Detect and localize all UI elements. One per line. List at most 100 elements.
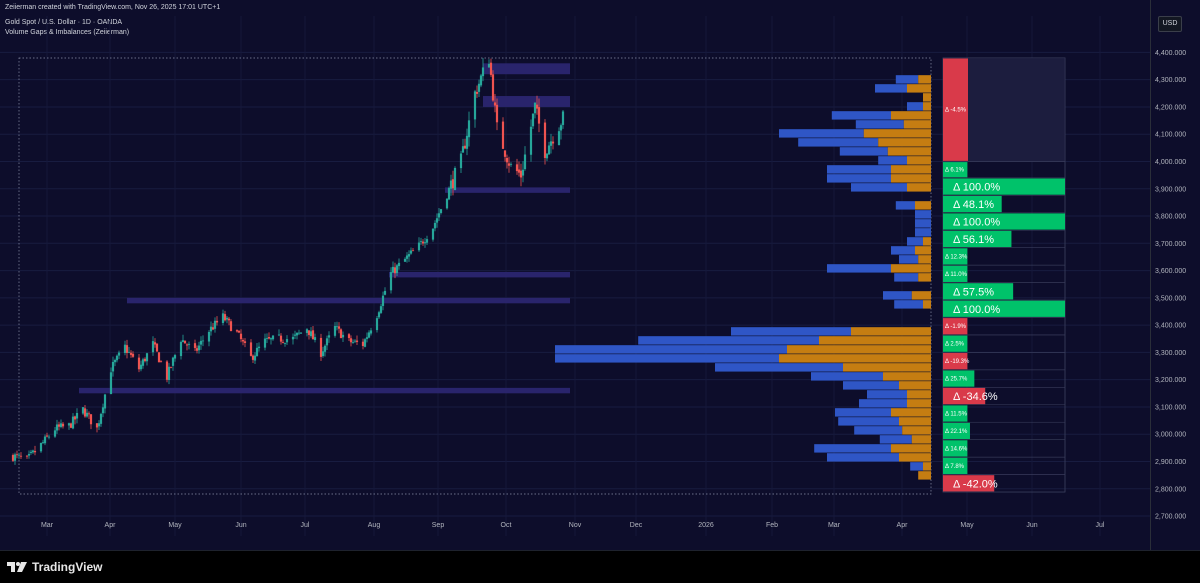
time-tick-label: Nov — [569, 522, 582, 529]
candle — [299, 332, 303, 335]
candle — [503, 150, 507, 162]
candle — [531, 113, 535, 130]
delta-bar: Δ -1.9% — [942, 317, 1066, 336]
sell-volume-bar — [891, 174, 931, 183]
candle — [407, 250, 411, 262]
candle — [47, 434, 51, 440]
candle — [253, 352, 257, 364]
candle — [89, 414, 93, 430]
volume-profile-row — [895, 75, 931, 84]
volume-profile-row — [831, 111, 931, 120]
chart-plot-area[interactable]: Δ -4.5% Δ 6.1% Δ 100.0% Δ 48.1% Δ 100.0% Δ 56… — [0, 16, 1150, 546]
volume-profile-row — [811, 372, 931, 381]
candle — [351, 339, 355, 344]
time-tick-label: May — [168, 522, 182, 529]
volume-profile-row — [875, 84, 931, 93]
candle — [305, 328, 309, 337]
buy-volume-bar — [907, 102, 923, 111]
candle — [43, 434, 47, 446]
candle — [403, 257, 407, 262]
time-tick-label: Oct — [501, 522, 512, 529]
candle — [225, 315, 229, 324]
candle — [83, 405, 87, 418]
candle — [13, 452, 17, 465]
symbol-legend[interactable]: Gold Spot / U.S. Dollar · 1D · OANDA — [5, 19, 123, 26]
sell-volume-bar — [863, 129, 931, 138]
candle — [45, 432, 49, 438]
sell-volume-bar — [918, 75, 931, 84]
volume-profile-row — [843, 381, 931, 390]
volume-profile-row — [814, 444, 931, 453]
delta-bar: Δ 25.7% — [942, 369, 1066, 388]
currency-badge[interactable]: USD — [1158, 16, 1182, 32]
buy-volume-bar — [814, 444, 891, 453]
volume-profile-row — [879, 435, 931, 444]
candle — [17, 452, 21, 460]
candle — [447, 186, 451, 201]
candle — [15, 450, 19, 459]
sell-volume-bar — [915, 246, 931, 255]
volume-profile-row — [867, 390, 931, 399]
indicator-legend[interactable]: Volume Gaps & Imbalances (Zeiierman) — [5, 29, 130, 36]
sell-volume-bar — [883, 372, 931, 381]
time-axis[interactable]: Mar Apr May Jun Jul Aug Sep Oct Nov Dec 2026 Feb Mar… — [41, 522, 1105, 529]
price-tick-label: 3,500.000 — [1155, 295, 1186, 302]
buy-volume-bar — [831, 111, 891, 120]
candle — [251, 354, 255, 364]
candle — [417, 237, 421, 252]
candle — [333, 322, 337, 338]
volume-profile-row — [915, 219, 931, 228]
candle — [397, 258, 401, 270]
candles — [11, 58, 565, 465]
candle — [173, 353, 177, 362]
buy-volume-bar — [855, 120, 904, 129]
candle — [423, 237, 427, 248]
price-tick-label: 3,600.000 — [1155, 268, 1186, 275]
candle — [421, 239, 425, 246]
chart-header: Zeiierman created with TradingView.com, … — [0, 0, 1200, 16]
created-by-line: Zeiierman created with TradingView.com, … — [5, 4, 221, 11]
candle — [103, 393, 107, 414]
volume-profile-row — [910, 462, 931, 471]
candle — [487, 59, 491, 68]
volume-profile-row — [855, 120, 931, 129]
time-tick-label: Sep — [432, 522, 445, 529]
candle — [475, 85, 479, 98]
buy-volume-bar — [883, 291, 912, 300]
candle — [467, 111, 471, 147]
candle — [425, 235, 429, 245]
delta-bar: Δ 12.3% — [942, 247, 1066, 266]
imbalance-zones — [79, 63, 570, 394]
buy-volume-bar — [907, 237, 923, 246]
candle — [169, 366, 173, 369]
candle — [365, 332, 369, 343]
candle — [431, 228, 435, 242]
candle — [375, 315, 379, 333]
candle — [313, 333, 317, 343]
candle — [433, 220, 437, 232]
imbalance-zone — [483, 63, 570, 75]
candle — [327, 331, 331, 343]
time-tick-label: Jun — [235, 522, 246, 529]
buy-volume-bar — [854, 426, 903, 435]
buy-volume-bar — [899, 255, 919, 264]
candle — [265, 333, 269, 344]
candle — [557, 127, 561, 146]
delta-label: Δ 2.5% — [945, 342, 965, 348]
price-tick-label: 4,000.000 — [1155, 159, 1186, 166]
sell-volume-bar — [907, 84, 931, 93]
time-tick-label: 2026 — [698, 522, 714, 529]
sell-volume-bar — [907, 156, 931, 165]
buy-volume-bar — [843, 381, 899, 390]
delta-bar: Δ 100.0% — [942, 177, 1066, 196]
tradingview-logo[interactable]: TradingView — [6, 559, 126, 575]
buy-volume-bar — [851, 183, 907, 192]
price-axis[interactable]: 4,400.000 4,300.000 4,200.000 4,100.000 4,00… — [1150, 16, 1200, 546]
candle — [507, 156, 511, 173]
candle — [559, 123, 563, 140]
volume-profile-row — [883, 291, 931, 300]
buy-volume-bar — [878, 156, 907, 165]
delta-label: Δ 11.0% — [945, 272, 968, 278]
volume-profile-row — [827, 453, 931, 462]
candle — [11, 453, 15, 462]
